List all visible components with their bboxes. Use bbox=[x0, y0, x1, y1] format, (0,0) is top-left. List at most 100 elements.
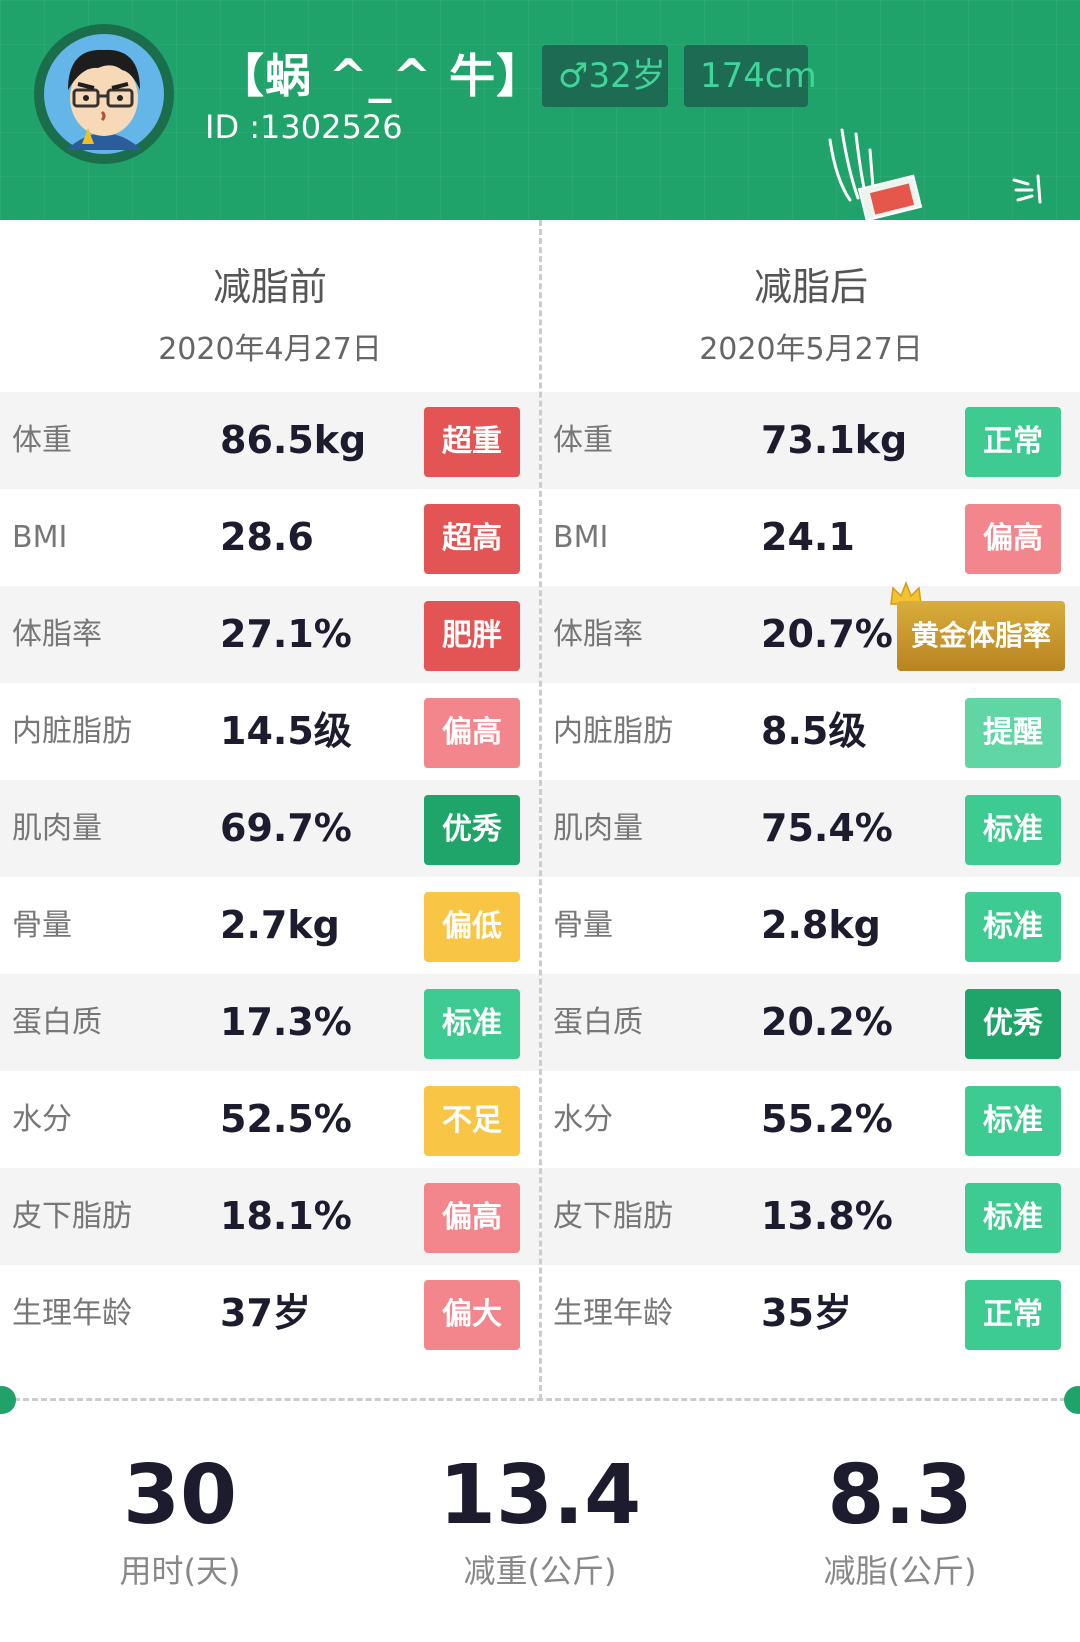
status-badge: 超重 bbox=[424, 407, 520, 477]
metric-row: 骨量 2.7kg 偏低 bbox=[0, 877, 540, 974]
status-badge: 正常 bbox=[965, 1280, 1061, 1350]
metric-row: 内脏脂肪 14.5级 偏高 bbox=[0, 683, 540, 780]
metric-label: 生理年龄 bbox=[12, 1296, 132, 1331]
metric-label: BMI bbox=[12, 520, 68, 555]
metric-value: 17.3% bbox=[220, 1000, 352, 1044]
metric-row: 内脏脂肪 8.5级 提醒 bbox=[541, 683, 1080, 780]
divider-notch-right bbox=[1064, 1386, 1080, 1414]
status-badge: 偏高 bbox=[424, 1183, 520, 1253]
status-badge: 标准 bbox=[965, 892, 1061, 962]
metric-label: 生理年龄 bbox=[553, 1296, 673, 1331]
metric-row: 体脂率 27.1% 肥胖 bbox=[0, 586, 540, 683]
height-tag: 174cm bbox=[684, 45, 817, 107]
metric-label: 水分 bbox=[12, 1102, 72, 1137]
avatar[interactable] bbox=[34, 24, 174, 164]
metric-label: 体脂率 bbox=[553, 617, 643, 652]
summary-caption: 用时(天) bbox=[119, 1552, 241, 1590]
status-badge: 肥胖 bbox=[424, 601, 520, 671]
metric-label: 体重 bbox=[12, 423, 72, 458]
metric-value: 14.5级 bbox=[220, 709, 352, 753]
after-title: 减脂后 bbox=[753, 265, 868, 309]
metric-label: 皮下脂肪 bbox=[553, 1199, 673, 1234]
status-badge: 偏高 bbox=[424, 698, 520, 768]
metric-label: 肌肉量 bbox=[553, 811, 643, 846]
metric-row: 肌肉量 75.4% 标准 bbox=[541, 780, 1080, 877]
status-badge: 提醒 bbox=[965, 698, 1061, 768]
metric-label: 骨量 bbox=[12, 908, 72, 943]
metric-row: BMI 28.6 超高 bbox=[0, 489, 540, 586]
summary-weight-lost: 13.4 减重(公斤) bbox=[360, 1450, 720, 1592]
metric-value: 73.1kg bbox=[761, 418, 908, 462]
hand-book-illustration-icon bbox=[828, 128, 923, 220]
metric-value: 52.5% bbox=[220, 1097, 352, 1141]
summary-value: 8.3 bbox=[827, 1448, 973, 1543]
horizontal-divider bbox=[14, 1398, 1066, 1401]
metric-label: 体重 bbox=[553, 423, 613, 458]
before-title: 减脂前 bbox=[212, 265, 327, 309]
metric-label: 内脏脂肪 bbox=[12, 714, 132, 749]
sparkle-lines-icon bbox=[1012, 174, 1042, 204]
status-badge: 超高 bbox=[424, 504, 520, 574]
profile-header: 【蜗 ^_^ 牛】 ID :1302526 ♂32岁 174cm bbox=[0, 0, 1080, 220]
metric-value: 2.8kg bbox=[761, 903, 881, 947]
user-id: ID :1302526 bbox=[205, 108, 403, 146]
metric-row: 皮下脂肪 18.1% 偏高 bbox=[0, 1168, 540, 1265]
metric-row: 水分 52.5% 不足 bbox=[0, 1071, 540, 1168]
summary-days: 30 用时(天) bbox=[0, 1450, 360, 1592]
metric-value: 28.6 bbox=[220, 515, 314, 559]
summary-value: 13.4 bbox=[438, 1448, 642, 1543]
metric-label: 内脏脂肪 bbox=[553, 714, 673, 749]
metric-row: 肌肉量 69.7% 优秀 bbox=[0, 780, 540, 877]
before-rows: 体重 86.5kg 超重 BMI 28.6 超高 体脂率 27.1% 肥胖 内脏… bbox=[0, 392, 540, 1362]
metric-value: 55.2% bbox=[761, 1097, 893, 1141]
metric-value: 20.7% bbox=[761, 612, 893, 656]
metric-row: 蛋白质 17.3% 标准 bbox=[0, 974, 540, 1071]
summary-fat-lost: 8.3 减脂(公斤) bbox=[720, 1450, 1080, 1592]
metric-value: 35岁 bbox=[761, 1291, 852, 1335]
summary-caption: 减重(公斤) bbox=[463, 1552, 617, 1590]
metric-value: 75.4% bbox=[761, 806, 893, 850]
metric-row: 水分 55.2% 标准 bbox=[541, 1071, 1080, 1168]
before-date: 2020年4月27日 bbox=[158, 332, 382, 367]
metric-label: 蛋白质 bbox=[12, 1005, 102, 1040]
metric-label: BMI bbox=[553, 520, 609, 555]
metric-row: 生理年龄 37岁 偏大 bbox=[0, 1265, 540, 1362]
metric-value: 20.2% bbox=[761, 1000, 893, 1044]
metric-row: 骨量 2.8kg 标准 bbox=[541, 877, 1080, 974]
metric-value: 8.5级 bbox=[761, 709, 867, 753]
metric-label: 骨量 bbox=[553, 908, 613, 943]
metric-value: 18.1% bbox=[220, 1194, 352, 1238]
divider-notch-left bbox=[0, 1386, 16, 1414]
metric-row: 体重 73.1kg 正常 bbox=[541, 392, 1080, 489]
metric-row: 皮下脂肪 13.8% 标准 bbox=[541, 1168, 1080, 1265]
after-date: 2020年5月27日 bbox=[699, 332, 923, 367]
golden-body-fat-badge: 黄金体脂率 bbox=[897, 601, 1065, 671]
before-panel: 减脂前 2020年4月27日 体重 86.5kg 超重 BMI 28.6 超高 … bbox=[0, 220, 540, 1382]
status-badge: 偏高 bbox=[965, 504, 1061, 574]
metric-label: 肌肉量 bbox=[12, 811, 102, 846]
status-badge: 偏大 bbox=[424, 1280, 520, 1350]
gender-age-tag: ♂32岁 bbox=[542, 45, 668, 107]
metric-row: 体脂率 20.7% 黄金体脂率 bbox=[541, 580, 1080, 683]
metric-label: 皮下脂肪 bbox=[12, 1199, 132, 1234]
vertical-divider bbox=[539, 220, 542, 1400]
after-panel: 减脂后 2020年5月27日 体重 73.1kg 正常 BMI 24.1 偏高 … bbox=[541, 220, 1080, 1382]
metric-label: 蛋白质 bbox=[553, 1005, 643, 1040]
status-badge: 优秀 bbox=[965, 989, 1061, 1059]
metric-label: 水分 bbox=[553, 1102, 613, 1137]
status-badge: 标准 bbox=[965, 795, 1061, 865]
status-badge: 不足 bbox=[424, 1086, 520, 1156]
metric-value: 69.7% bbox=[220, 806, 352, 850]
cartoon-face-icon bbox=[44, 34, 164, 154]
summary-caption: 减脂(公斤) bbox=[823, 1552, 977, 1590]
metric-value: 27.1% bbox=[220, 612, 352, 656]
metric-value: 37岁 bbox=[220, 1291, 311, 1335]
metric-value: 24.1 bbox=[761, 515, 855, 559]
metric-row: BMI 24.1 偏高 bbox=[541, 489, 1080, 586]
status-badge: 正常 bbox=[965, 407, 1061, 477]
metric-row: 体重 86.5kg 超重 bbox=[0, 392, 540, 489]
metric-label: 体脂率 bbox=[12, 617, 102, 652]
metric-value: 2.7kg bbox=[220, 903, 340, 947]
after-rows: 体重 73.1kg 正常 BMI 24.1 偏高 体脂率 20.7% 黄金体脂率… bbox=[541, 392, 1080, 1362]
metric-value: 13.8% bbox=[761, 1194, 893, 1238]
